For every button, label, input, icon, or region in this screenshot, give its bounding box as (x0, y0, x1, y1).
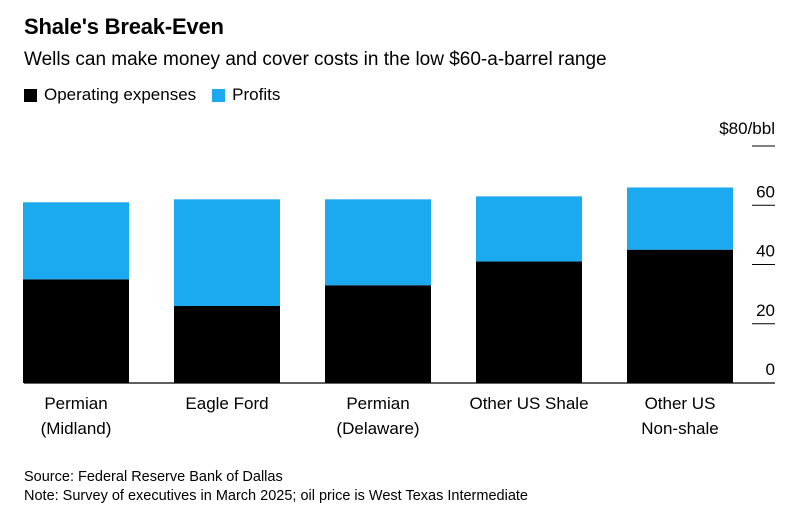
y-tick-label: 60 (756, 182, 775, 201)
x-category-label: Other US Shale (469, 394, 588, 413)
x-category-label: (Delaware) (336, 419, 419, 438)
source-note: Source: Federal Reserve Bank of Dallas (24, 469, 283, 485)
bar-profits (174, 199, 280, 306)
bar-operating-expenses (476, 261, 582, 383)
x-category-label: Other US (645, 394, 716, 413)
x-category-label: Non-shale (641, 419, 719, 438)
bar-profits (627, 187, 733, 250)
legend: Operating expenses Profits (24, 85, 296, 105)
bar-operating-expenses (23, 279, 129, 383)
bar-operating-expenses (627, 249, 733, 383)
bar-operating-expenses (174, 305, 280, 383)
x-category-label: (Midland) (41, 419, 112, 438)
legend-label-operating-expenses: Operating expenses (44, 85, 197, 104)
y-tick-label: 20 (756, 301, 775, 320)
x-category-label: Permian (346, 394, 409, 413)
x-category-label: Eagle Ford (185, 394, 268, 413)
x-category-label: Permian (44, 394, 107, 413)
bar-operating-expenses (325, 285, 431, 383)
y-unit-label: $80/bbl (719, 119, 775, 138)
y-tick-label: 0 (766, 360, 775, 379)
legend-item-profits: Profits (212, 85, 280, 105)
bar-profits (23, 202, 129, 280)
chart-subtitle: Wells can make money and cover costs in … (24, 49, 607, 70)
bar-profits (325, 199, 431, 286)
legend-label-profits: Profits (232, 85, 281, 104)
legend-swatch-profits (212, 88, 226, 102)
y-tick-label: 40 (756, 242, 775, 261)
survey-note: Note: Survey of executives in March 2025… (24, 488, 528, 504)
chart-title: Shale's Break-Even (24, 14, 224, 39)
bar-profits (476, 196, 582, 262)
legend-swatch-operating-expenses (24, 88, 37, 102)
legend-item-operating-expenses: Operating expenses (24, 85, 196, 105)
bar-chart: 0 20 40 60 $80/bbl Permian (Midland) Eagle Ford… (23, 119, 775, 438)
